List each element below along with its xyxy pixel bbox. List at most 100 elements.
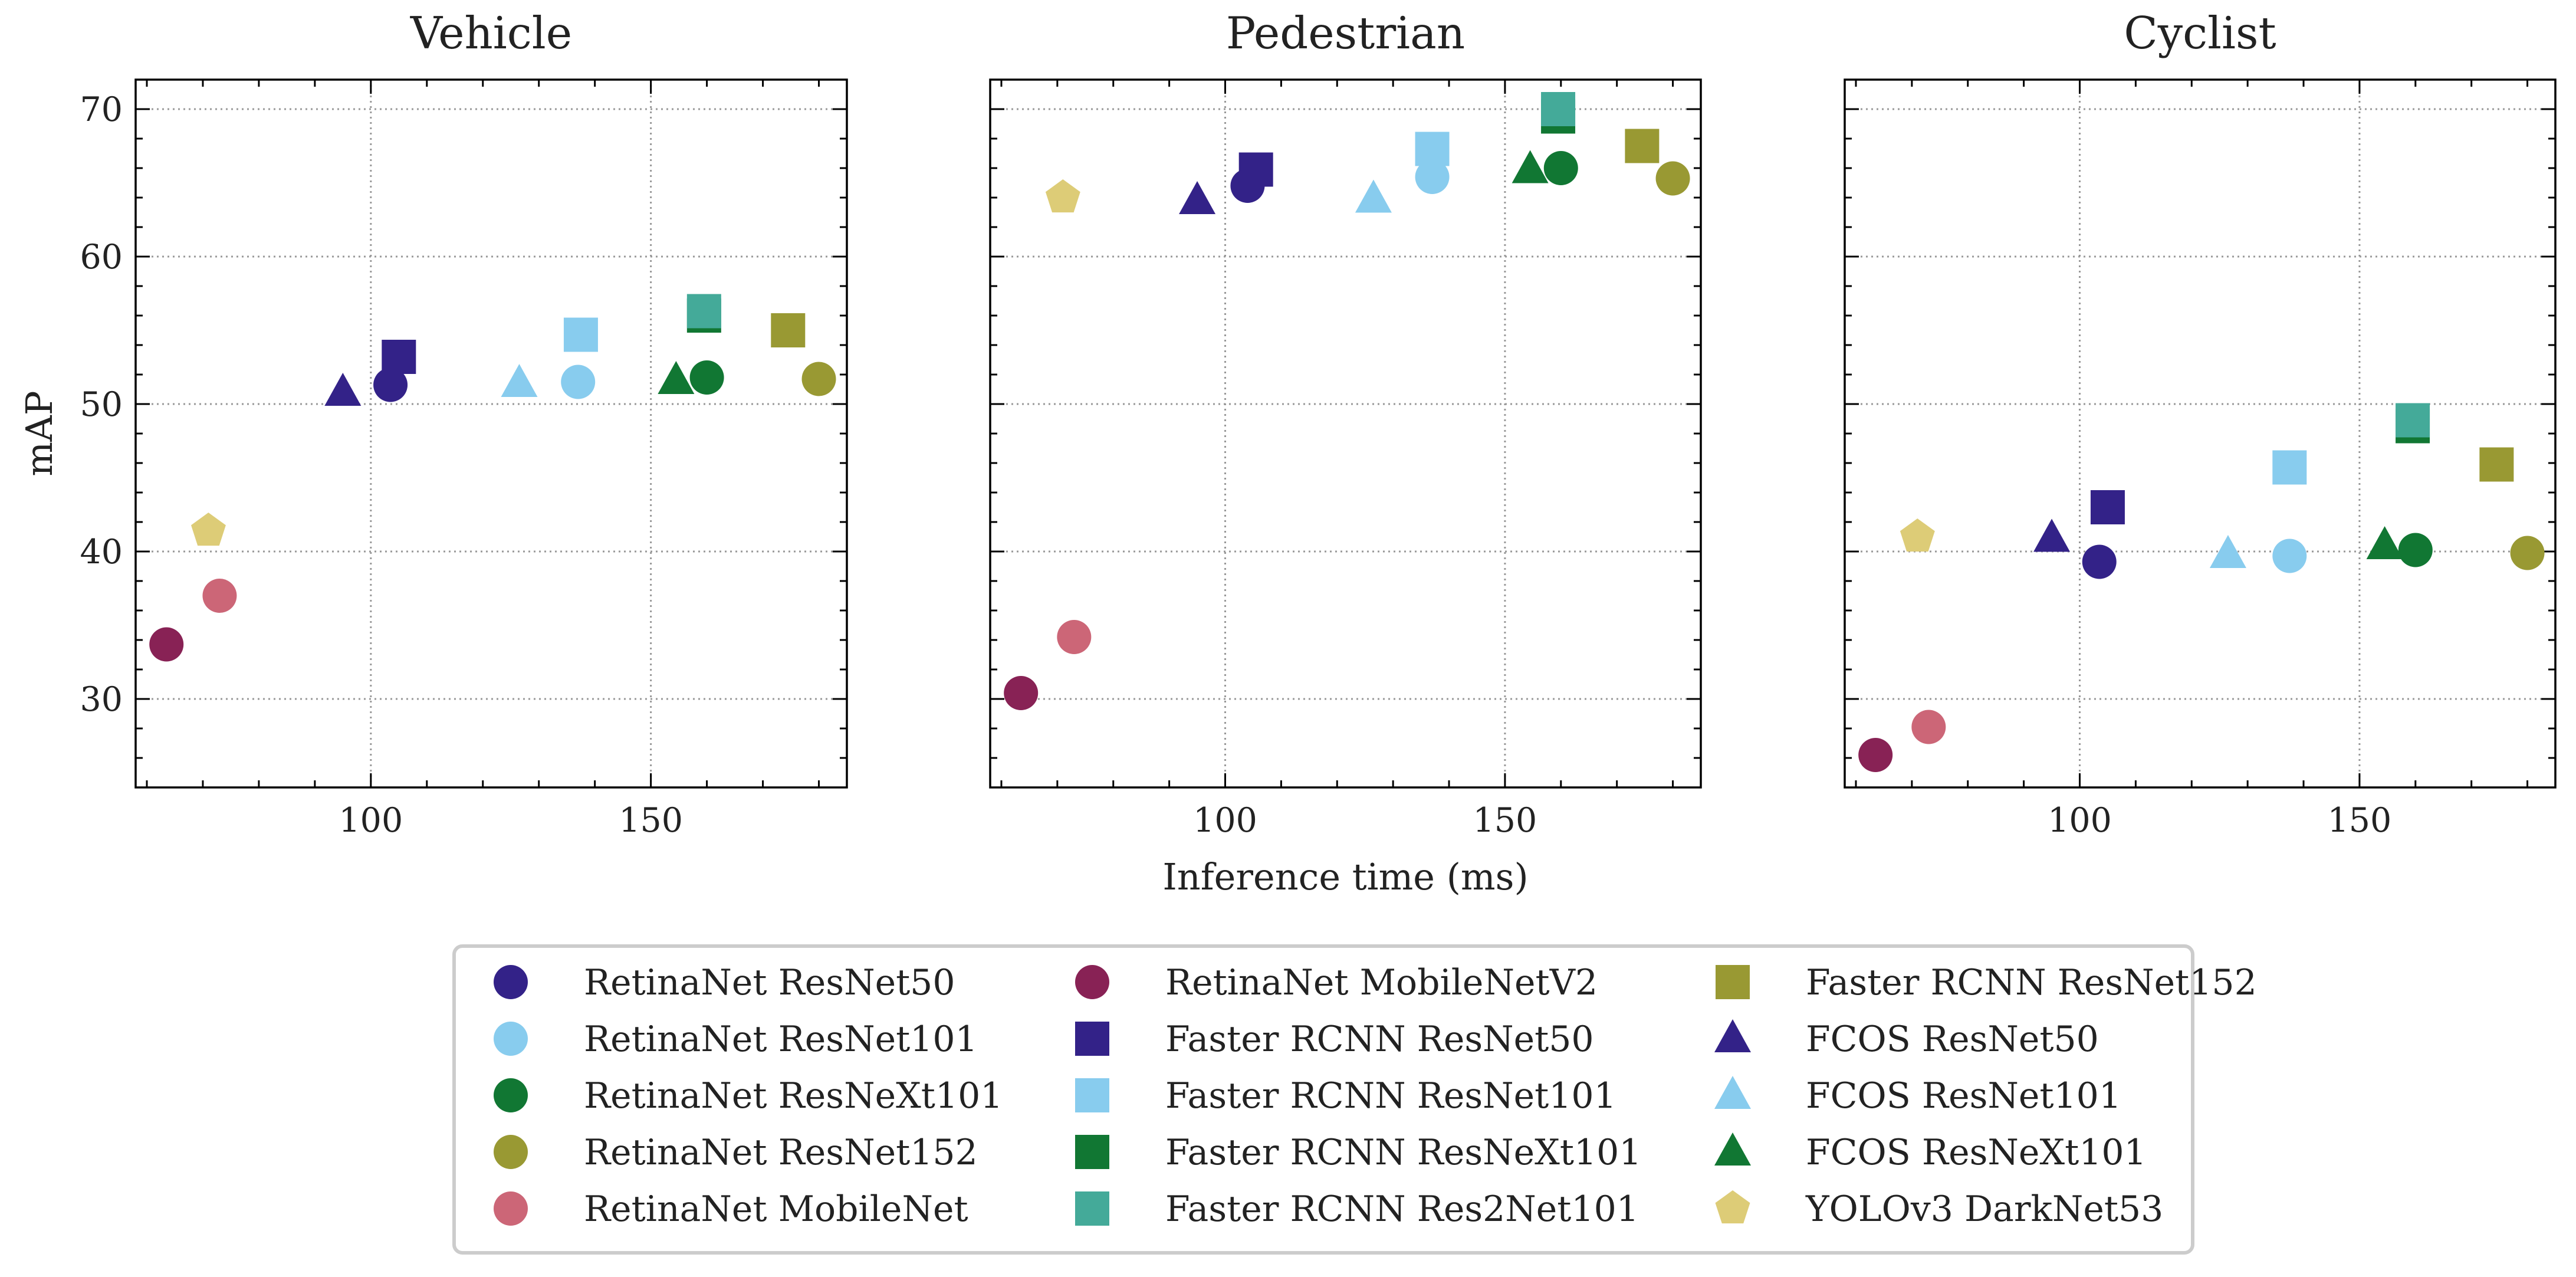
legend-marker [1714,1132,1751,1166]
legend-label: RetinaNet ResNet152 [584,1132,978,1173]
legend-item-fcos-resnet101: FCOS ResNet101 [1714,1075,2121,1117]
legend-label: RetinaNet ResNet50 [584,962,955,1003]
legend-item-faster-rcnn-resnet152: Faster RCNN ResNet152 [1716,962,2257,1003]
point-retinanet-resnext101 [1543,151,1578,185]
legend-marker [494,965,528,999]
legend-label: Faster RCNN ResNeXt101 [1165,1132,1641,1173]
legend-label: Faster RCNN ResNet101 [1165,1075,1616,1117]
point-fcos-resnet50 [1179,181,1216,214]
legend-item-faster-rcnn-resnext101: Faster RCNN ResNeXt101 [1075,1132,1641,1173]
point-retinanet-mobilenetv2 [1858,738,1893,772]
point-faster-rcnn-resnet50 [1238,152,1273,187]
legend-marker [1075,1022,1109,1056]
legend-marker [494,1022,528,1056]
point-retinanet-resnet101 [1415,160,1450,194]
x-tick-label: 150 [1473,801,1537,840]
point-fcos-resnet101 [1355,179,1392,213]
x-tick-label: 150 [2328,801,2392,840]
legend-marker [1716,965,1750,999]
panel-vehicle: 100 150 30 40 50 60 70 Vehicle [80,7,848,840]
point-retinanet-mobilenetv2 [1004,676,1039,710]
point-retinanet-resnet152 [2510,536,2545,570]
panel-title: Cyclist [2124,7,2276,59]
point-faster-rcnn-resnet101 [2272,450,2307,485]
plot-area [136,80,847,787]
legend: RetinaNet ResNet50 RetinaNet ResNet101 Ret… [452,944,2257,1255]
y-tick-label: 50 [80,385,123,424]
legend-label: FCOS ResNeXt101 [1806,1132,2147,1173]
legend-box [452,944,2194,1255]
panel-title: Pedestrian [1226,7,1465,59]
legend-marker [1075,965,1109,999]
point-fcos-resnet50 [2033,518,2071,552]
legend-item-retinanet-mobilenetv2: RetinaNet MobileNetV2 [1075,962,1598,1003]
plot-area [1845,80,2555,787]
point-retinanet-resnet101 [2272,539,2307,573]
x-tick-label: 100 [1193,801,1257,840]
legend-label: Faster RCNN ResNet50 [1165,1019,1594,1060]
legend-item-fcos-resnet50: FCOS ResNet50 [1714,1019,2099,1060]
point-fcos-resnext101 [2366,526,2403,559]
point-retinanet-mobilenet [1057,620,1092,654]
point-retinanet-mobilenetv2 [149,627,184,662]
point-yolov3-darknet53 [1900,518,1935,552]
point-faster-rcnn-resnet152 [1625,129,1660,163]
legend-label: RetinaNet MobileNetV2 [1165,962,1598,1003]
point-faster-rcnn-res2net101 [2396,403,2430,438]
panel-pedestrian: 100 150 Pedestrian [989,7,1702,840]
legend-item-faster-rcnn-res2net101: Faster RCNN Res2Net101 [1075,1189,1639,1230]
legend-label: RetinaNet ResNeXt101 [584,1075,1003,1117]
legend-item-retinanet-resnext101: RetinaNet ResNeXt101 [494,1075,1003,1117]
plot-area [990,80,1701,787]
x-tick-label: 100 [2048,801,2112,840]
legend-label: RetinaNet MobileNet [584,1189,968,1230]
legend-label: FCOS ResNet50 [1806,1019,2099,1060]
point-faster-rcnn-resnet152 [2479,447,2514,482]
panel-title: Vehicle [410,7,572,59]
point-faster-rcnn-resnet50 [2090,490,2125,524]
legend-label: Faster RCNN ResNet152 [1806,962,2257,1003]
legend-item-faster-rcnn-resnet101: Faster RCNN ResNet101 [1075,1075,1616,1117]
point-yolov3-darknet53 [191,513,226,546]
y-axis-label: mAP [18,390,61,476]
legend-item-faster-rcnn-resnet50: Faster RCNN ResNet50 [1075,1019,1594,1060]
legend-label: RetinaNet ResNet101 [584,1019,978,1060]
point-yolov3-darknet53 [1045,179,1080,213]
y-tick-label: 70 [80,90,123,129]
legend-marker [1714,1076,1751,1109]
legend-item-retinanet-resnet101: RetinaNet ResNet101 [494,1019,978,1060]
legend-label: YOLOv3 DarkNet53 [1805,1189,2163,1230]
axes-frame [1844,78,2557,789]
point-retinanet-resnet101 [561,365,596,399]
point-faster-rcnn-res2net101 [686,294,721,329]
point-fcos-resnet101 [501,364,538,397]
point-faster-rcnn-resnet101 [563,317,598,352]
point-fcos-resnext101 [1512,150,1549,183]
y-tick-label: 40 [80,533,123,572]
legend-item-fcos-resnext101: FCOS ResNeXt101 [1714,1132,2147,1173]
axes-frame [989,78,1702,789]
legend-item-retinanet-resnet152: RetinaNet ResNet152 [494,1132,978,1173]
point-fcos-resnet101 [2209,535,2246,568]
x-tick-label: 150 [619,801,683,840]
panel-cyclist: 100 150 Cyclist [1844,7,2557,840]
point-retinanet-resnet50 [2082,544,2117,579]
legend-marker [1715,1190,1750,1224]
legend-marker [1075,1078,1109,1112]
axes-frame [134,78,848,789]
legend-item-yolov3-darknet53: YOLOv3 DarkNet53 [1715,1189,2163,1230]
point-faster-rcnn-resnet152 [771,313,806,347]
point-retinanet-resnext101 [689,360,724,395]
legend-label: Faster RCNN Res2Net101 [1165,1189,1639,1230]
point-faster-rcnn-resnet101 [1415,132,1450,166]
x-axis-label: Inference time (ms) [1162,855,1528,898]
legend-item-retinanet-mobilenet: RetinaNet MobileNet [494,1189,968,1230]
point-retinanet-resnet50 [373,367,408,402]
point-retinanet-resnext101 [2398,533,2433,567]
legend-marker [1714,1019,1751,1052]
legend-marker [494,1191,528,1226]
point-fcos-resnext101 [658,361,695,394]
legend-item-retinanet-resnet50: RetinaNet ResNet50 [494,962,955,1003]
